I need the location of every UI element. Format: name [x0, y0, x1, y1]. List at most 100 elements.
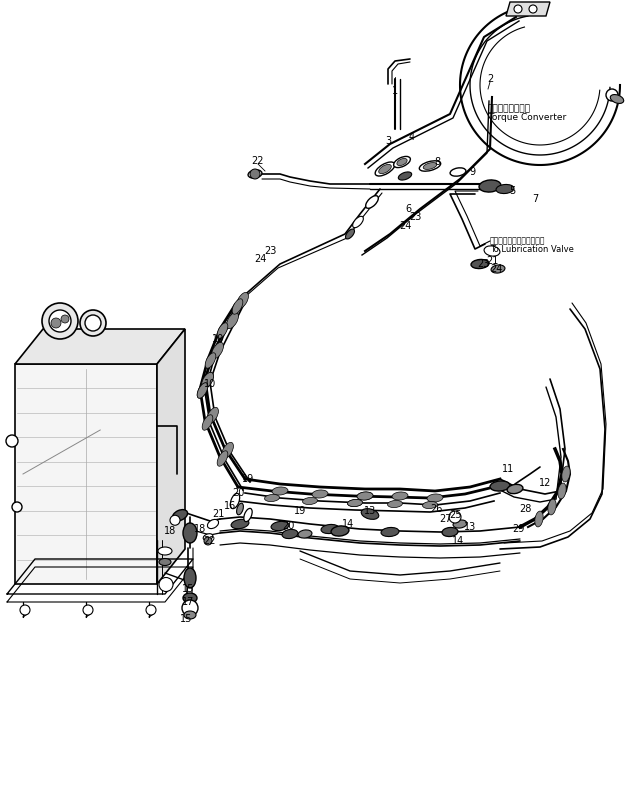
Text: 16: 16: [224, 501, 236, 511]
Ellipse shape: [205, 353, 216, 368]
Ellipse shape: [450, 167, 466, 176]
Ellipse shape: [484, 246, 500, 256]
Text: 28: 28: [519, 504, 531, 514]
Ellipse shape: [202, 415, 213, 430]
Polygon shape: [15, 329, 185, 364]
Text: 17: 17: [182, 597, 194, 607]
Text: 23: 23: [477, 259, 489, 269]
Text: 7: 7: [532, 194, 538, 204]
Ellipse shape: [212, 342, 224, 358]
Ellipse shape: [442, 527, 458, 536]
Ellipse shape: [453, 520, 467, 528]
Circle shape: [6, 435, 18, 447]
Ellipse shape: [197, 383, 208, 398]
Circle shape: [61, 315, 69, 323]
Polygon shape: [506, 2, 550, 16]
Circle shape: [51, 318, 61, 328]
Text: 13: 13: [364, 506, 376, 516]
Ellipse shape: [471, 260, 489, 269]
Ellipse shape: [244, 508, 252, 522]
Text: 11: 11: [502, 464, 514, 474]
Ellipse shape: [183, 523, 197, 543]
Ellipse shape: [394, 156, 410, 167]
Ellipse shape: [184, 568, 196, 588]
Text: 9: 9: [469, 167, 475, 177]
Text: 18: 18: [164, 526, 176, 536]
Circle shape: [85, 315, 101, 331]
Ellipse shape: [298, 530, 312, 538]
Ellipse shape: [203, 534, 213, 540]
Ellipse shape: [562, 466, 570, 482]
Ellipse shape: [321, 524, 339, 534]
Ellipse shape: [357, 492, 373, 500]
Ellipse shape: [345, 229, 354, 239]
Ellipse shape: [207, 408, 219, 424]
Text: 10: 10: [204, 379, 216, 389]
Ellipse shape: [496, 184, 514, 193]
Circle shape: [449, 511, 461, 523]
Circle shape: [42, 303, 78, 339]
Ellipse shape: [227, 312, 239, 328]
Ellipse shape: [347, 499, 362, 506]
Ellipse shape: [230, 493, 240, 509]
Text: 24: 24: [254, 254, 266, 264]
Circle shape: [83, 605, 93, 615]
Text: 8: 8: [434, 157, 440, 167]
Ellipse shape: [331, 526, 349, 536]
Ellipse shape: [423, 163, 437, 169]
Circle shape: [49, 310, 71, 332]
Ellipse shape: [207, 519, 219, 528]
Ellipse shape: [347, 499, 362, 506]
Circle shape: [20, 605, 30, 615]
Text: 13: 13: [464, 522, 476, 532]
Circle shape: [250, 169, 260, 179]
Ellipse shape: [232, 299, 243, 314]
Ellipse shape: [231, 519, 249, 529]
Text: 21: 21: [486, 256, 498, 266]
Text: トルクコンバータ: トルクコンバータ: [488, 104, 531, 113]
Ellipse shape: [392, 492, 408, 500]
Text: 21: 21: [212, 509, 224, 519]
Text: 19: 19: [242, 474, 254, 484]
Ellipse shape: [491, 265, 505, 273]
Polygon shape: [15, 364, 157, 584]
Ellipse shape: [158, 547, 172, 555]
Ellipse shape: [398, 172, 412, 180]
Ellipse shape: [357, 492, 373, 500]
Text: 20: 20: [282, 521, 294, 531]
Text: 23: 23: [409, 212, 421, 222]
Text: 1: 1: [392, 86, 398, 96]
Ellipse shape: [237, 503, 244, 515]
Ellipse shape: [312, 490, 328, 498]
Ellipse shape: [610, 95, 624, 104]
Text: 22: 22: [252, 156, 264, 166]
Ellipse shape: [507, 485, 523, 493]
Text: Torque Converter: Torque Converter: [488, 112, 566, 121]
Ellipse shape: [387, 501, 403, 507]
Ellipse shape: [264, 494, 279, 502]
Ellipse shape: [535, 511, 543, 527]
Ellipse shape: [202, 372, 214, 388]
Circle shape: [204, 537, 212, 545]
Ellipse shape: [197, 383, 208, 398]
Text: 27: 27: [439, 514, 452, 524]
Ellipse shape: [479, 180, 501, 192]
Ellipse shape: [490, 481, 510, 491]
Circle shape: [12, 502, 22, 512]
Text: To Lubrication Valve: To Lubrication Valve: [490, 244, 574, 253]
Ellipse shape: [184, 611, 196, 619]
Ellipse shape: [361, 509, 379, 519]
Ellipse shape: [173, 510, 188, 521]
Text: 23: 23: [264, 246, 276, 256]
Ellipse shape: [248, 170, 262, 178]
Text: 2: 2: [487, 74, 493, 84]
Ellipse shape: [548, 499, 556, 515]
Ellipse shape: [423, 502, 438, 509]
Text: 24: 24: [399, 221, 411, 231]
Text: 6: 6: [405, 204, 411, 214]
Circle shape: [170, 515, 180, 525]
Ellipse shape: [353, 216, 364, 227]
Text: ルブリケーションバルブへ: ルブリケーションバルブへ: [490, 236, 546, 245]
Ellipse shape: [365, 196, 378, 209]
Circle shape: [529, 5, 537, 13]
